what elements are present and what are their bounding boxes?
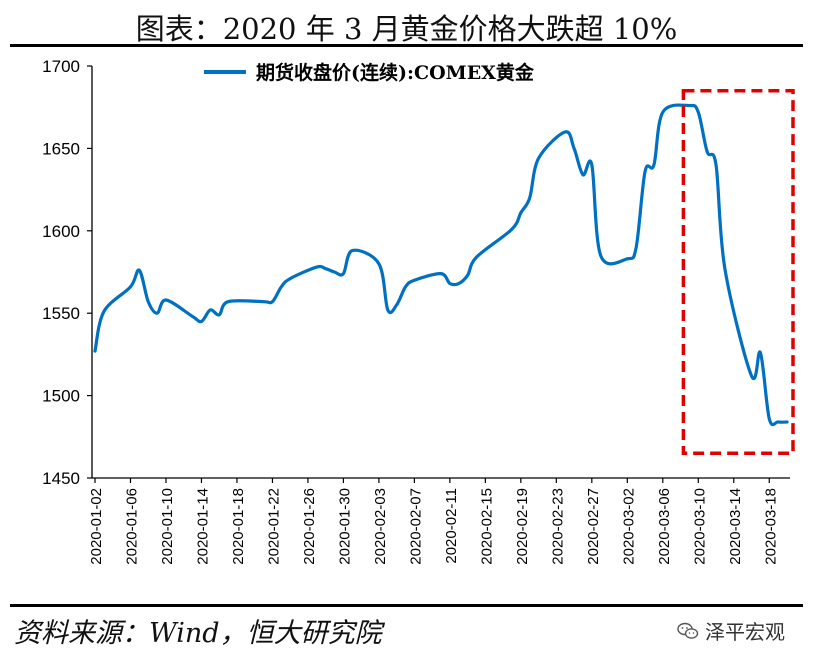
x-tick-label: 2020-02-11 — [443, 488, 460, 564]
x-tick-label: 2020-01-02 — [88, 488, 105, 565]
series-lines — [93, 103, 789, 427]
x-tick-label: 2020-01-22 — [265, 488, 282, 565]
top-rule — [10, 44, 803, 47]
chart-axes — [91, 66, 790, 479]
x-tick-label: 2020-01-06 — [123, 488, 140, 565]
x-tick-label: 2020-01-14 — [194, 488, 211, 565]
x-tick-label: 2020-03-14 — [727, 488, 744, 565]
x-tick-label: 2020-03-18 — [762, 488, 779, 565]
x-tick-label: 2020-02-03 — [372, 488, 389, 565]
y-tick-label: 1600 — [42, 222, 80, 241]
x-tick-label: 2020-03-02 — [620, 488, 637, 565]
x-tick-label: 2020-02-19 — [514, 488, 531, 565]
page-title: 图表：2020 年 3 月黄金价格大跌超 10% — [135, 12, 678, 46]
legend-label: 期货收盘价(连续):COMEX黄金 — [256, 62, 534, 84]
legend-swatch — [204, 69, 246, 74]
y-tick-label: 1500 — [42, 387, 80, 406]
x-tick-label: 2020-01-10 — [159, 488, 176, 565]
x-tick-label: 2020-01-26 — [301, 488, 318, 565]
x-axis-ticks: 2020-01-02 2020-01-06 2020-01-10 2020-01-14… — [88, 478, 779, 565]
x-tick-label: 2020-02-27 — [585, 488, 602, 565]
watermark-text: 泽平宏观 — [705, 620, 785, 644]
x-tick-label: 2020-03-06 — [656, 488, 673, 565]
y-tick-label: 1550 — [42, 304, 80, 323]
series-line — [93, 103, 789, 427]
highlight-box — [681, 88, 795, 456]
bottom-rule — [10, 604, 803, 607]
y-tick-label: 1700 — [42, 57, 80, 76]
x-tick-label: 2020-02-07 — [407, 488, 424, 565]
x-tick-label: 2020-01-30 — [336, 488, 353, 565]
x-tick-label: 2020-02-23 — [549, 488, 566, 565]
y-tick-label: 1650 — [42, 139, 80, 158]
annotations — [681, 88, 795, 456]
x-tick-label: 2020-01-18 — [230, 488, 247, 565]
legend: 期货收盘价(连续):COMEX黄金 — [204, 58, 534, 85]
x-tick-label: 2020-03-10 — [691, 488, 708, 565]
watermark: 泽平宏观 — [677, 616, 785, 645]
wechat-logo-icon — [677, 622, 699, 639]
x-tick-label: 2020-02-15 — [478, 488, 495, 565]
source-note: 资料来源：Wind，恒大研究院 — [14, 618, 382, 649]
y-tick-label: 1450 — [42, 469, 80, 488]
y-axis-ticks: 1450 1500 1550 1600 1650 1700 — [42, 57, 92, 488]
